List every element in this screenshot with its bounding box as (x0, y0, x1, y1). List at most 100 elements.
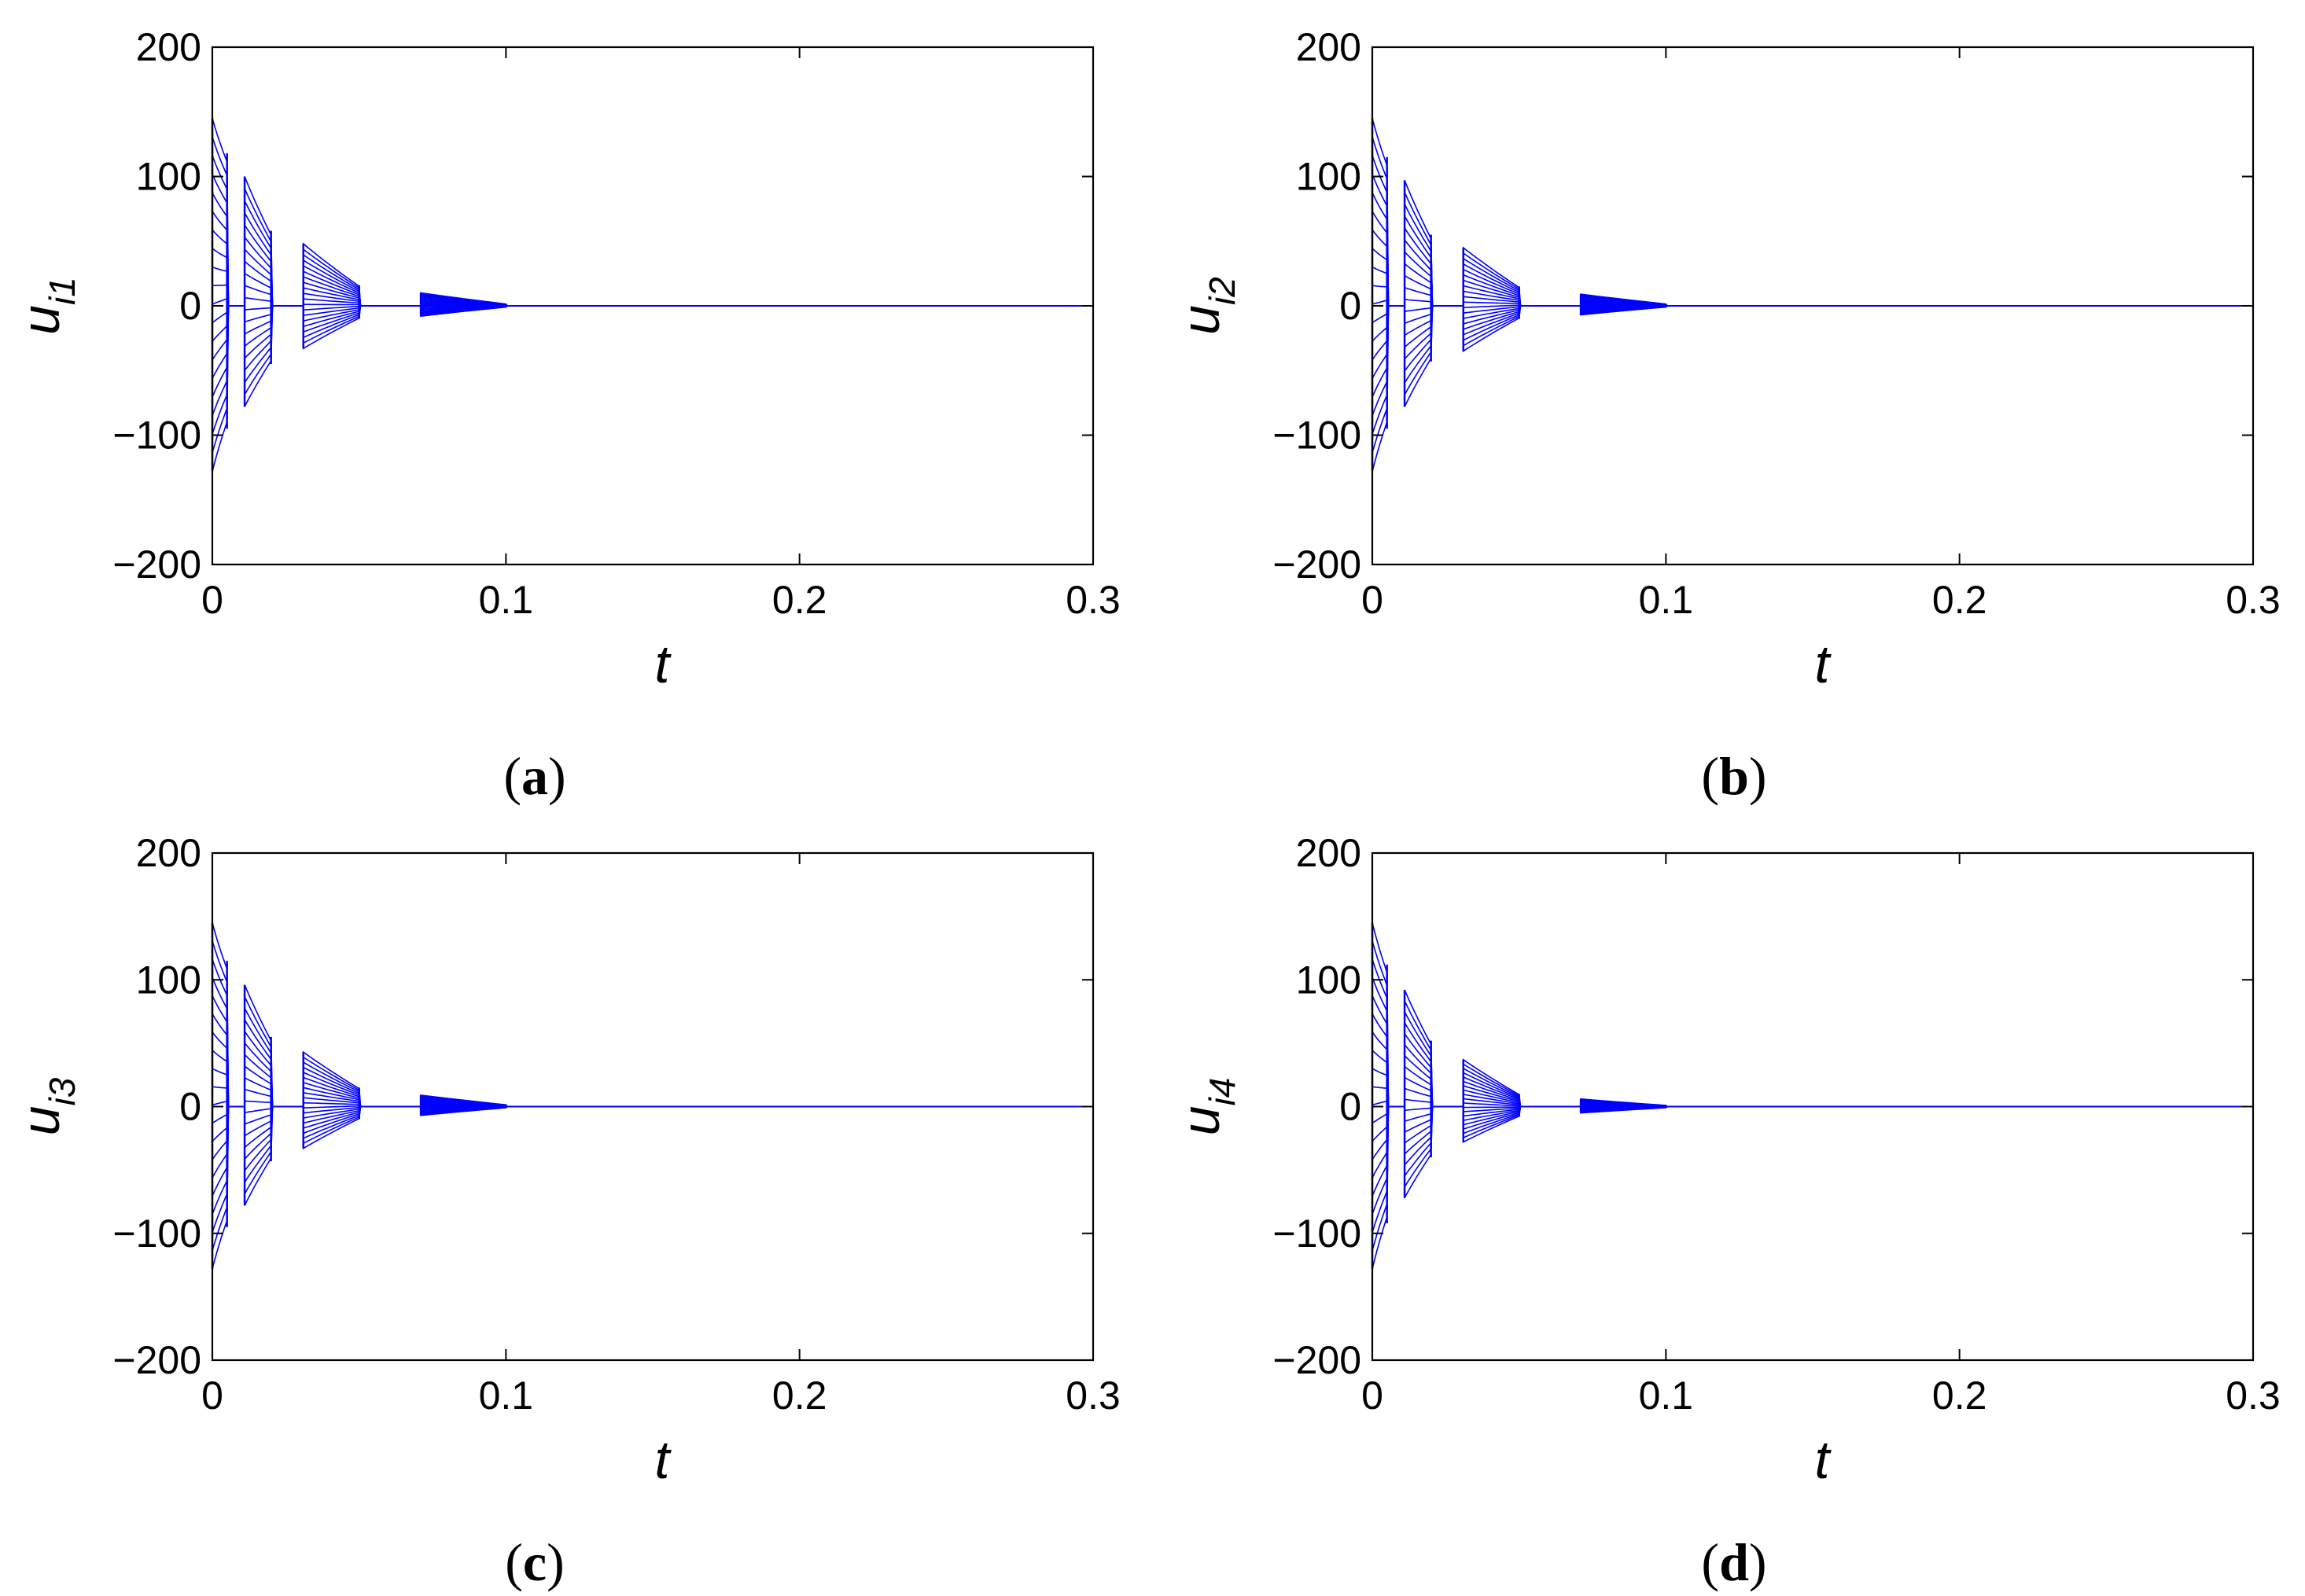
y-tick-label: −200 (112, 1338, 201, 1382)
series-line (1372, 227, 2253, 307)
series-line (212, 922, 1093, 1108)
series-line (212, 305, 1093, 362)
series-line (1372, 1105, 2253, 1143)
x-tick-label: 0.3 (2226, 578, 2281, 622)
series-group (1371, 118, 2253, 472)
series-line (1372, 305, 2253, 454)
series-line (212, 1105, 1093, 1162)
x-tick-label: 0.2 (772, 578, 827, 622)
series-line (1372, 305, 2253, 472)
y-axis-label-subscript: i3 (42, 1077, 83, 1105)
x-axis-label: t (655, 634, 672, 694)
x-axis-label: t (1815, 634, 1832, 694)
series-line (212, 1049, 1093, 1108)
series-line (212, 1105, 1093, 1251)
series-line (1372, 208, 2253, 307)
x-tick-label: 0.1 (1639, 1374, 1694, 1418)
x-tick-label: 0.1 (479, 1374, 534, 1418)
x-tick-label: 0.1 (1639, 578, 1694, 622)
x-tick-label: 0.1 (479, 578, 534, 622)
series-line (212, 958, 1093, 1108)
series-line (1372, 174, 2253, 307)
series-line (1372, 958, 2253, 1108)
series-line (1372, 1105, 2253, 1270)
y-tick-label: 0 (179, 1085, 201, 1129)
series-line (212, 305, 1093, 454)
series-line (1372, 266, 2253, 307)
y-tick-label: 100 (1296, 958, 1361, 1002)
x-tick-label: 0 (1361, 578, 1383, 622)
y-tick-label: −100 (112, 1212, 201, 1256)
series-group (211, 118, 1093, 472)
series-line (1372, 155, 2253, 307)
y-tick-label: 100 (136, 155, 201, 199)
x-tick-label: 0 (201, 1374, 223, 1418)
y-tick-label: −100 (112, 414, 201, 458)
series-line (1372, 922, 2253, 1108)
series-line (212, 305, 1093, 398)
x-tick-label: 0.3 (1066, 578, 1121, 622)
x-tick-label: 0 (1361, 1374, 1383, 1418)
x-axis-label: t (655, 1430, 672, 1490)
y-axis-label: ui2 (1171, 277, 1243, 335)
series-line (212, 995, 1093, 1108)
series-line (1372, 1105, 2253, 1233)
series-group (211, 922, 1093, 1270)
y-tick-label: 0 (179, 284, 201, 328)
x-tick-label: 0 (201, 578, 223, 622)
series-line (1372, 305, 2253, 398)
y-axis-label: ui3 (11, 1077, 83, 1135)
y-axis-label-subscript: i1 (42, 277, 83, 305)
x-tick-label: 0.2 (1932, 1374, 1987, 1418)
series-line (212, 1105, 1093, 1215)
x-tick-label: 0.2 (772, 1374, 827, 1418)
y-axis-label: ui4 (1171, 1078, 1243, 1136)
x-tick-label: 0.3 (2226, 1374, 2281, 1418)
series-line (212, 1105, 1093, 1179)
y-tick-label: 200 (1296, 25, 1361, 69)
y-tick-label: 100 (136, 958, 201, 1002)
series-line (1372, 192, 2253, 307)
y-tick-label: −200 (112, 542, 201, 587)
x-tick-label: 0.2 (1932, 578, 1987, 622)
series-line (212, 1011, 1093, 1108)
series-line (1372, 1013, 2253, 1108)
y-tick-label: −200 (1272, 1338, 1361, 1382)
panel-label: (d) (1701, 1532, 1766, 1592)
series-line (212, 305, 1093, 379)
series-line (212, 940, 1093, 1108)
series-line (212, 1105, 1093, 1270)
y-axis-label-subscript: i4 (1202, 1078, 1243, 1106)
y-tick-label: −100 (1272, 414, 1361, 458)
y-tick-label: 100 (1296, 155, 1361, 199)
y-tick-label: −200 (1272, 542, 1361, 587)
y-tick-label: 0 (1339, 284, 1361, 328)
x-tick-label: 0.3 (1066, 1374, 1121, 1418)
series-line (1372, 305, 2253, 416)
series-line (212, 1105, 1093, 1197)
series-line (212, 976, 1093, 1108)
series-line (1372, 940, 2253, 1108)
y-tick-label: −100 (1272, 1212, 1361, 1256)
series-line (1372, 305, 2253, 435)
y-axis-label-subscript: i2 (1202, 277, 1243, 305)
series-group (1371, 922, 2253, 1270)
series-line (212, 284, 1093, 307)
y-tick-label: 200 (136, 25, 201, 69)
series-line (1372, 136, 2253, 307)
series-line (1372, 1105, 2253, 1251)
panel-label: (a) (503, 746, 565, 806)
series-line (1372, 118, 2253, 307)
panel-label: (c) (505, 1532, 565, 1592)
y-tick-label: 200 (136, 831, 201, 875)
y-tick-label: 200 (1296, 831, 1361, 875)
panel-label: (b) (1701, 746, 1766, 806)
x-axis-label: t (1815, 1430, 1832, 1490)
series-line (1372, 305, 2253, 379)
series-line (1372, 1105, 2253, 1197)
